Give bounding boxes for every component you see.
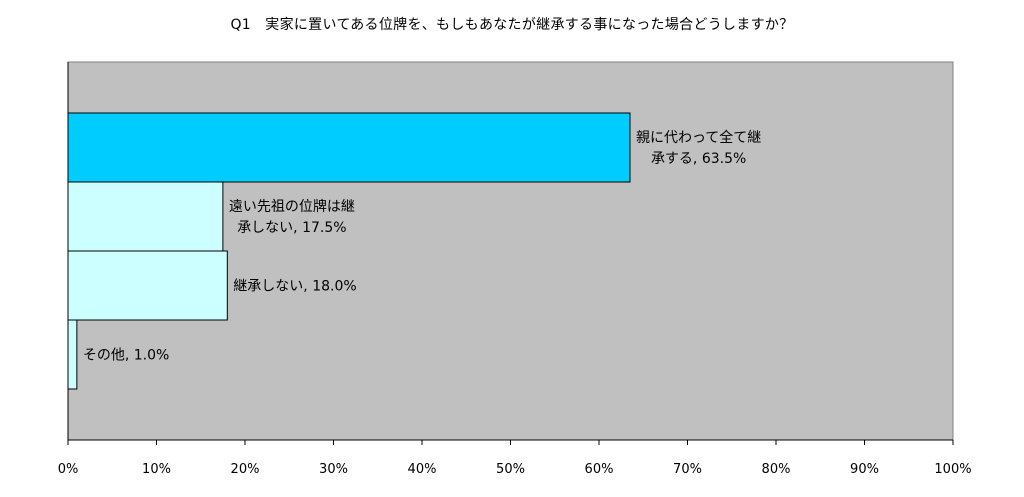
x-tick-label: 90%	[850, 462, 879, 477]
x-tick-label: 0%	[58, 462, 79, 477]
x-tick-label: 50%	[496, 462, 525, 477]
bar	[67, 181, 224, 252]
x-tick-label: 70%	[673, 462, 702, 477]
bar	[67, 112, 631, 183]
x-tick-label: 60%	[585, 462, 614, 477]
x-tick-label: 10%	[142, 462, 171, 477]
x-tick-label: 30%	[319, 462, 348, 477]
x-tick-label: 100%	[934, 462, 971, 477]
x-tick-label: 80%	[762, 462, 791, 477]
bar	[67, 250, 228, 321]
data-label: その他, 1.0%	[83, 348, 169, 364]
x-tick-label: 20%	[231, 462, 260, 477]
bar	[67, 319, 78, 390]
data-label: 遠い先祖の位牌は継承しない, 17.5%	[229, 198, 355, 236]
data-label: 継承しない, 18.0%	[233, 279, 356, 295]
chart-title: Q1 実家に置いてある位牌を、もしもあなたが継承する事になった場合どうしますか？	[230, 17, 794, 33]
x-tick-label: 40%	[408, 462, 437, 477]
data-label: 親に代わって全て継承する, 63.5%	[636, 129, 761, 167]
